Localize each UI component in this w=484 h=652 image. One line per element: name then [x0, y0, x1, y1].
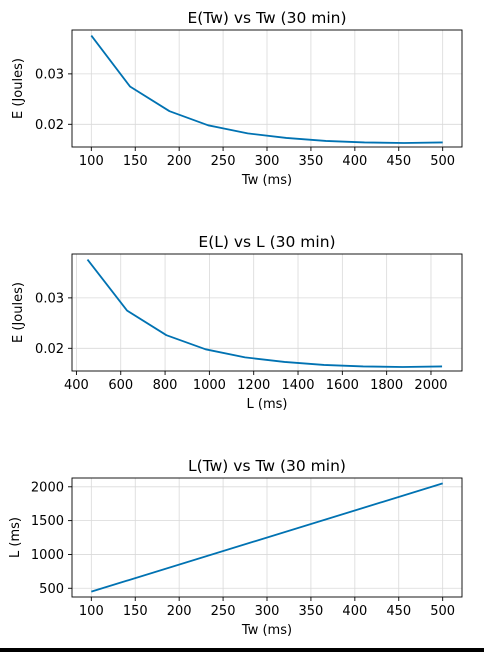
y-tick-label: 1000 [31, 548, 64, 563]
x-tick-label: 350 [299, 154, 324, 169]
x-tick-label: 300 [255, 604, 280, 619]
bottom-edge-bar [0, 648, 484, 652]
x-tick-label: 150 [123, 154, 148, 169]
x-axis-label: L (ms) [247, 397, 288, 412]
y-axis-label: E (Joules) [11, 58, 26, 119]
series-line [91, 482, 443, 593]
x-axis-label: Tw (ms) [241, 623, 292, 638]
x-tick-label: 500 [430, 154, 455, 169]
x-tick-label: 250 [211, 604, 236, 619]
y-tick-label: 0.03 [35, 291, 64, 306]
series-line [86, 258, 443, 368]
x-tick-label: 400 [342, 604, 367, 619]
x-tick-label: 450 [386, 604, 411, 619]
x-tick-label: 800 [153, 378, 178, 393]
chart-title: L(Tw) vs Tw (30 min) [188, 457, 346, 475]
x-tick-label: 100 [79, 154, 104, 169]
x-tick-label: 1000 [193, 378, 226, 393]
x-tick-label: 400 [64, 378, 89, 393]
x-tick-label: 1400 [281, 378, 314, 393]
x-tick-label: 100 [79, 604, 104, 619]
chart-2: 400 600 800 1000 1200 1400 1600 1800 2000 0.02 0.0… [11, 233, 463, 412]
chart-1: 100 150 200 250 300 350 400 450 500 0.02 0.03 E(Tw)… [11, 9, 463, 188]
x-tick-label: 1800 [370, 378, 403, 393]
y-tick-label: 0.02 [35, 118, 64, 133]
y-axis-label: L (ms) [8, 517, 23, 558]
x-tick-label: 300 [255, 154, 280, 169]
y-tick-label: 2000 [31, 480, 64, 495]
x-tick-label: 250 [211, 154, 236, 169]
x-tick-label: 500 [430, 604, 455, 619]
x-tick-label: 600 [108, 378, 133, 393]
axes-frame [71, 253, 463, 372]
chart-title: E(Tw) vs Tw (30 min) [187, 9, 346, 27]
x-tick-label: 1200 [237, 378, 270, 393]
x-tick-label: 200 [167, 604, 192, 619]
y-tick-label: 0.02 [35, 342, 64, 357]
x-tick-label: 150 [123, 604, 148, 619]
x-axis-label: Tw (ms) [241, 173, 292, 188]
y-tick-label: 1500 [31, 514, 64, 529]
chart-title: E(L) vs L (30 min) [198, 233, 335, 251]
y-tick-label: 500 [39, 582, 64, 597]
x-tick-label: 2000 [414, 378, 447, 393]
x-tick-label: 400 [342, 154, 367, 169]
x-tick-label: 350 [299, 604, 324, 619]
x-tick-label: 1600 [326, 378, 359, 393]
chart-3: 100 150 200 250 300 350 400 450 500 500 1000 1500 20… [8, 457, 463, 638]
y-axis-label: E (Joules) [11, 282, 26, 343]
x-tick-label: 450 [386, 154, 411, 169]
series-line [90, 35, 443, 144]
x-tick-label: 200 [167, 154, 192, 169]
y-tick-label: 0.03 [35, 67, 64, 82]
